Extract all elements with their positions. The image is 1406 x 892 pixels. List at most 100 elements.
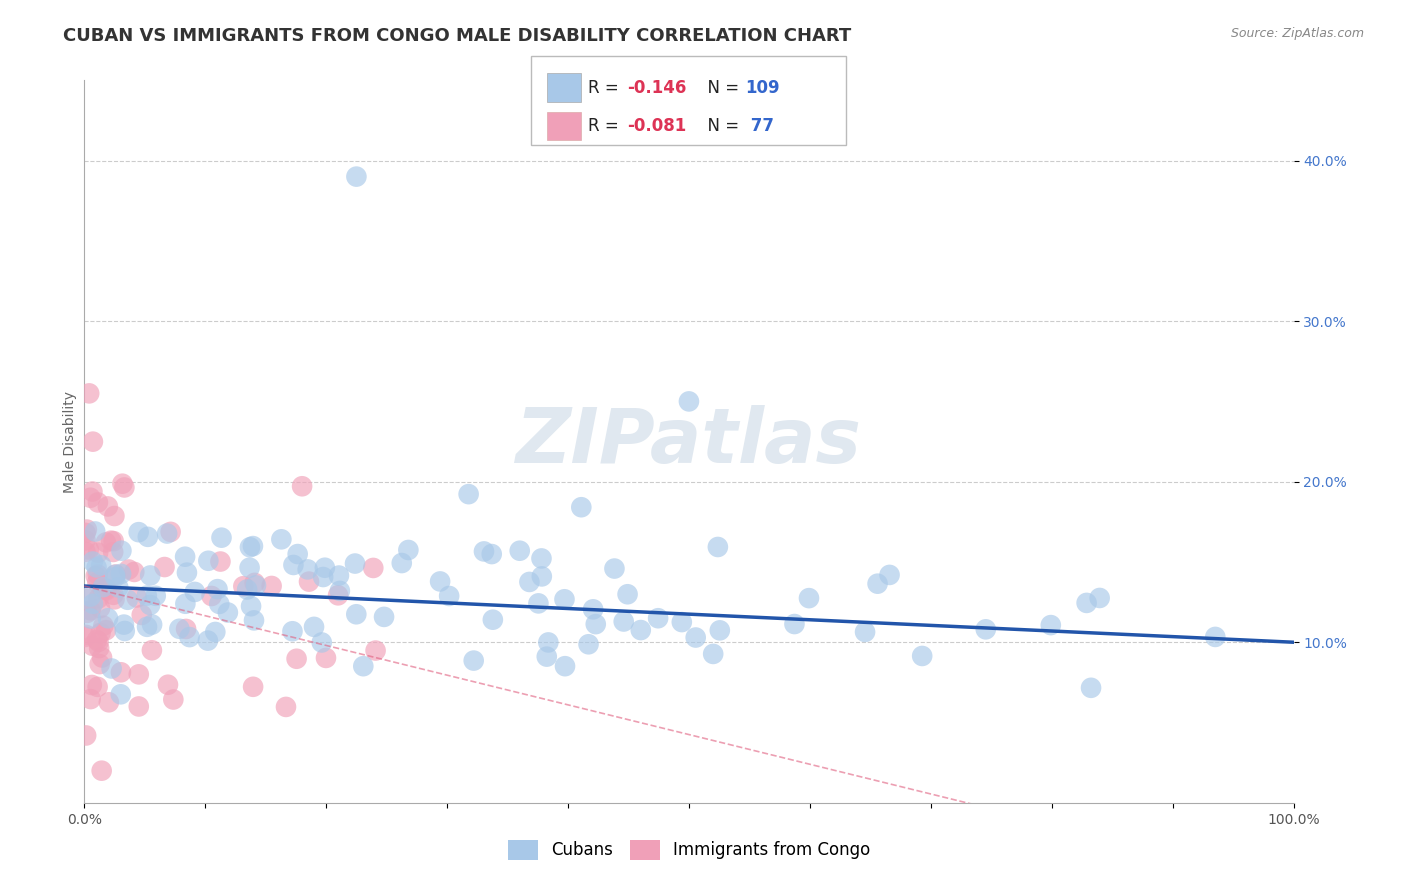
Point	[242, 680, 264, 694]
Point	[207, 582, 229, 596]
Point	[89, 601, 111, 615]
Point	[136, 530, 159, 544]
Point	[311, 635, 333, 649]
Point	[314, 560, 336, 574]
Point	[139, 568, 162, 582]
Point	[110, 566, 132, 581]
Point	[128, 667, 150, 681]
Point	[685, 631, 707, 645]
Point	[76, 523, 98, 537]
Legend: Cubans, Immigrants from Congo: Cubans, Immigrants from Congo	[501, 833, 877, 867]
Point	[89, 657, 111, 672]
Point	[344, 607, 367, 622]
Point	[585, 617, 607, 632]
Point	[75, 630, 97, 644]
Point	[879, 568, 901, 582]
Point	[783, 617, 806, 632]
Point	[104, 567, 127, 582]
Point	[457, 487, 479, 501]
Point	[131, 607, 153, 622]
Point	[429, 574, 451, 589]
Point	[243, 575, 266, 590]
Point	[1039, 618, 1062, 632]
Point	[472, 544, 495, 558]
Point	[866, 576, 889, 591]
Point	[84, 524, 107, 539]
Point	[396, 543, 419, 558]
Point	[86, 632, 108, 647]
Point	[90, 558, 112, 573]
Point	[174, 622, 197, 636]
Point	[87, 635, 110, 649]
Text: -0.146: -0.146	[627, 78, 686, 96]
Point	[1204, 630, 1226, 644]
Point	[82, 434, 104, 449]
Point	[361, 561, 384, 575]
Point	[527, 596, 550, 610]
Point	[97, 500, 120, 514]
Point	[103, 588, 125, 602]
Point	[678, 394, 700, 409]
Point	[554, 659, 576, 673]
Point	[217, 606, 239, 620]
Point	[974, 623, 997, 637]
Point	[647, 611, 669, 625]
Point	[110, 543, 132, 558]
Point	[97, 611, 120, 625]
Point	[671, 615, 693, 629]
Point	[79, 603, 101, 617]
Point	[128, 699, 150, 714]
Point	[91, 650, 114, 665]
Point	[204, 624, 226, 639]
Point	[125, 591, 148, 605]
Text: R =: R =	[588, 78, 624, 96]
Point	[110, 665, 132, 680]
Point	[236, 582, 259, 597]
Point	[82, 555, 104, 569]
Point	[77, 386, 100, 401]
Point	[630, 623, 652, 637]
Point	[197, 554, 219, 568]
Text: ZIPatlas: ZIPatlas	[516, 405, 862, 478]
Point	[100, 533, 122, 548]
Point	[569, 500, 592, 515]
Point	[139, 598, 162, 612]
Point	[104, 570, 127, 584]
Text: R =: R =	[588, 117, 624, 135]
Point	[245, 578, 267, 592]
Point	[76, 606, 98, 620]
Point	[536, 649, 558, 664]
Point	[364, 643, 387, 657]
Point	[103, 534, 125, 549]
Point	[94, 535, 117, 549]
Point	[87, 567, 110, 582]
Point	[343, 557, 366, 571]
Point	[797, 591, 820, 606]
Point	[243, 614, 266, 628]
Point	[352, 659, 374, 673]
Point	[391, 556, 413, 570]
Point	[114, 624, 136, 638]
Point	[110, 687, 132, 701]
Point	[111, 476, 134, 491]
Point	[128, 525, 150, 540]
Text: 109: 109	[745, 78, 780, 96]
Point	[75, 628, 97, 642]
Point	[80, 678, 103, 692]
Point	[107, 581, 129, 595]
Point	[197, 633, 219, 648]
Point	[86, 575, 108, 590]
Point	[553, 592, 575, 607]
Point	[329, 583, 352, 598]
Point	[463, 654, 485, 668]
Point	[82, 484, 104, 499]
Point	[911, 648, 934, 663]
Point	[437, 589, 460, 603]
Point	[97, 695, 120, 709]
Point	[84, 569, 107, 583]
Point	[616, 587, 638, 601]
Point	[287, 547, 309, 561]
Point	[328, 568, 350, 582]
Point	[346, 169, 368, 184]
Point	[122, 565, 145, 579]
